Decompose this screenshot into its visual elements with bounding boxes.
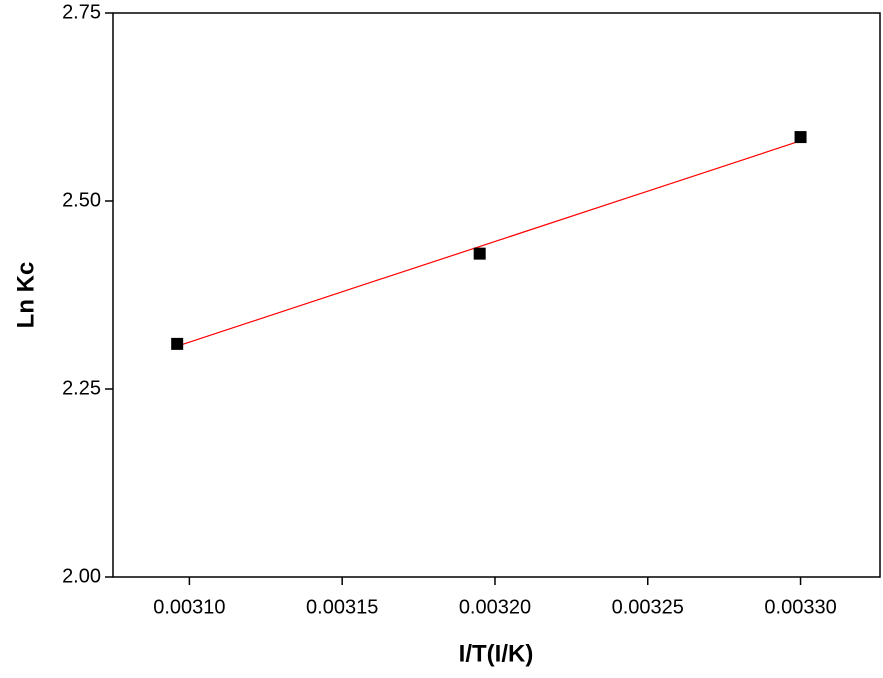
y-axis-title: Ln Kc: [12, 262, 39, 329]
x-tick-label: 0.00330: [764, 596, 836, 618]
x-tick-label: 0.00320: [459, 596, 531, 618]
fit-line: [176, 140, 801, 347]
y-tick-label: 2.25: [62, 377, 101, 399]
plot-frame: [112, 12, 881, 578]
y-tick-label: 2.00: [62, 565, 101, 587]
data-point: [473, 247, 486, 260]
x-tick-label: 0.00310: [153, 596, 225, 618]
data-point: [794, 131, 807, 144]
data-point: [171, 337, 184, 350]
x-tick-label: 0.00325: [612, 596, 684, 618]
y-tick-label: 2.75: [62, 1, 101, 23]
x-tick-label: 0.00315: [306, 596, 378, 618]
y-tick-label: 2.50: [62, 189, 101, 211]
x-axis-title: I/T(I/K): [459, 640, 534, 667]
